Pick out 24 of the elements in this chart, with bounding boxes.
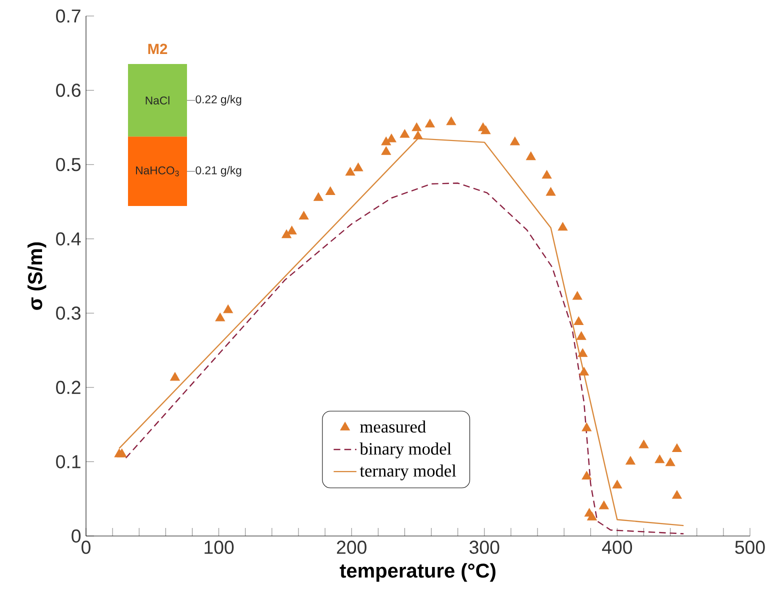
x-axis-title: temperature (°C) xyxy=(340,563,496,582)
x-tick-label: 100 xyxy=(204,540,234,554)
y-tick-label: 0.7 xyxy=(56,9,80,23)
y-axis-title: σ (S/m) xyxy=(28,242,46,310)
x-tick-label: 0 xyxy=(82,540,90,554)
x-tick-label: 500 xyxy=(735,540,765,554)
y-tick-label: 0.3 xyxy=(56,306,80,320)
y-tick-label: 0.6 xyxy=(56,84,80,97)
legend-label: binary model xyxy=(360,442,452,458)
y-tick-label: 0.4 xyxy=(56,232,81,246)
chart-title: M2 xyxy=(148,44,168,54)
y-tick-label: 0 xyxy=(72,529,81,543)
x-tick-label: 400 xyxy=(602,540,632,554)
legend-label: ternary model xyxy=(360,464,456,480)
series-label: NaHCO$_{3}$ xyxy=(136,166,179,176)
y-tick-label: 0.5 xyxy=(56,158,81,172)
x-tick-label: 200 xyxy=(336,540,366,554)
data-label: 0.22 g/kg xyxy=(196,95,242,106)
legend-label: measured xyxy=(360,420,426,433)
series-label: NaCl xyxy=(146,96,170,104)
y-tick-label: 0.2 xyxy=(56,380,80,394)
data-label: 0.21 g/kg xyxy=(196,166,242,177)
x-tick-label: 300 xyxy=(470,540,500,554)
y-tick-label: 0.1 xyxy=(56,455,80,468)
